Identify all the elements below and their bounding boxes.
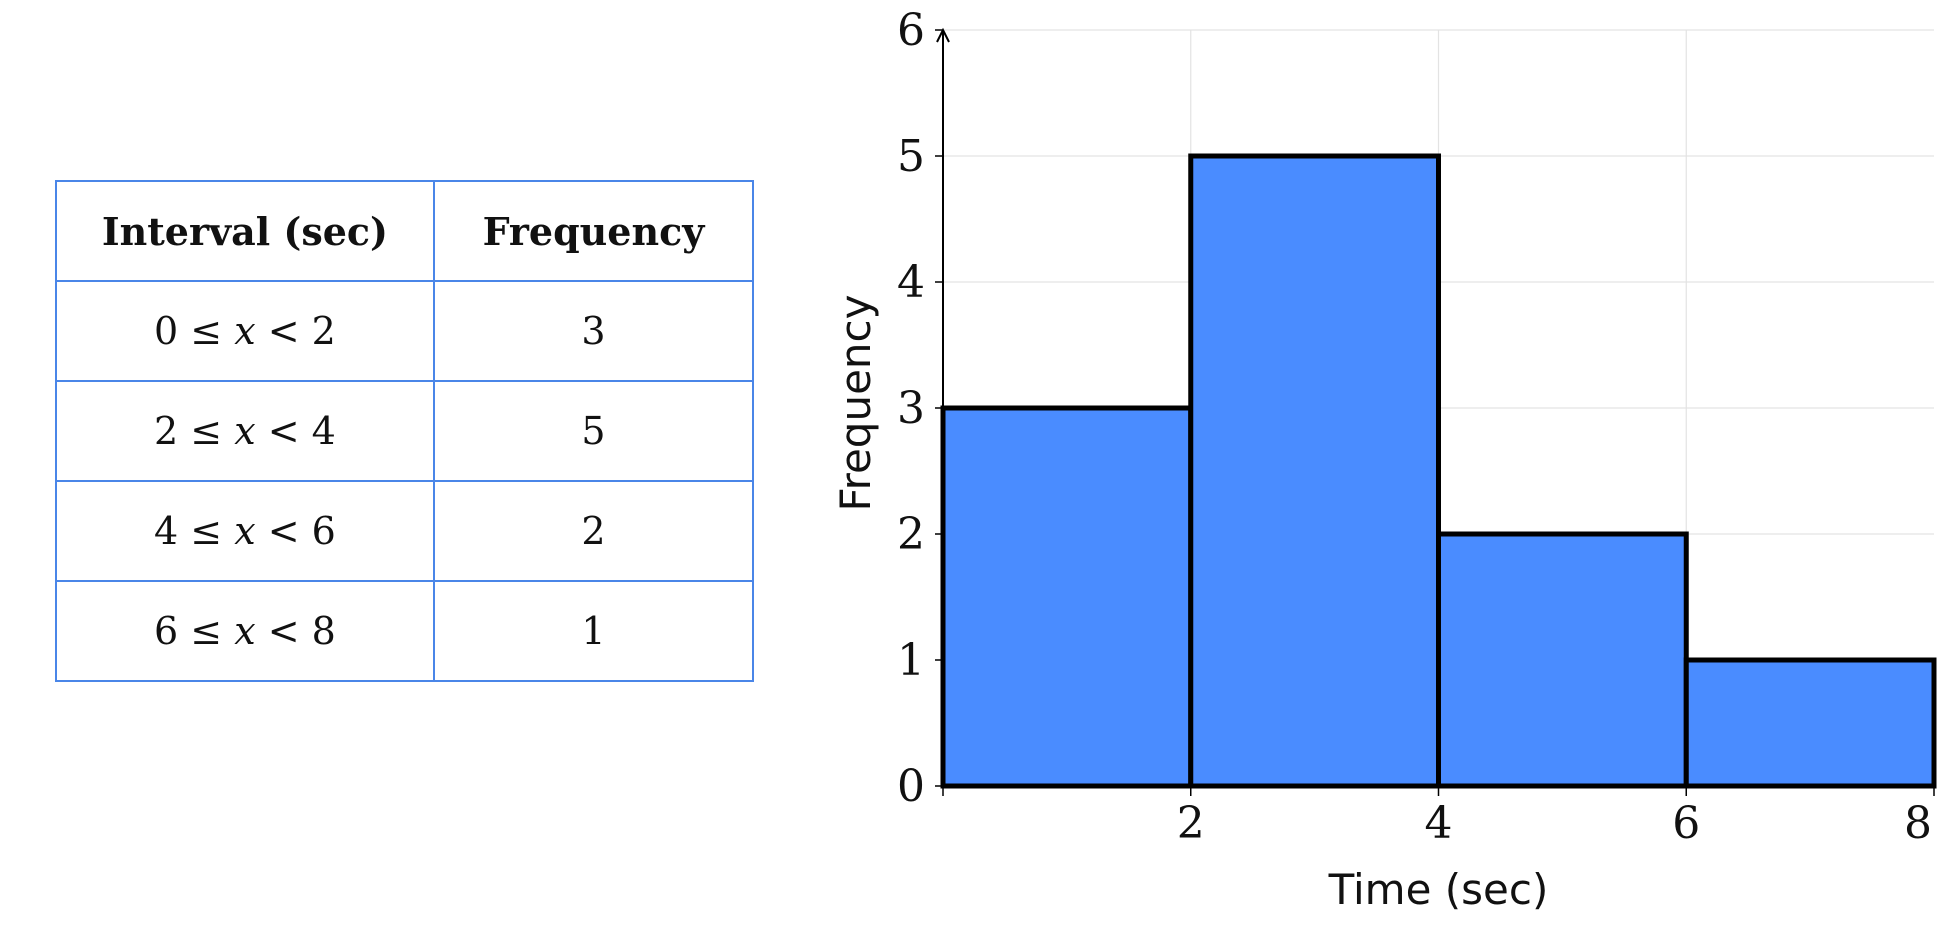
histogram-bar — [940, 405, 1194, 789]
frequency-table: Interval (sec) Frequency 0 ≤ x < 2 3 2 ≤… — [55, 180, 755, 682]
frequency-cell: 3 — [432, 280, 755, 382]
interval-cell: 0 ≤ x < 2 — [55, 280, 435, 382]
table-row: 0 ≤ x < 2 3 — [55, 280, 755, 382]
interval-upper: 8 — [311, 609, 336, 653]
x-tick-label: 4 — [1425, 798, 1453, 849]
y-tick-label: 0 — [897, 761, 925, 812]
y-tick-label: 1 — [897, 635, 925, 686]
y-tick-label: 2 — [897, 509, 925, 560]
frequency-cell: 1 — [432, 580, 755, 682]
interval-cell: 4 ≤ x < 6 — [55, 480, 435, 582]
interval-lower: 6 — [154, 609, 179, 653]
frequency-cell: 2 — [432, 480, 755, 582]
x-axis-title: Time (sec) — [1328, 865, 1549, 914]
interval-cell: 2 ≤ x < 4 — [55, 380, 435, 482]
interval-upper: 6 — [311, 509, 336, 553]
interval-upper: 2 — [311, 309, 336, 353]
table-row: 6 ≤ x < 8 1 — [55, 580, 755, 682]
header-interval: Interval (sec) — [55, 180, 435, 282]
frequency-cell: 5 — [432, 380, 755, 482]
interval-upper: 4 — [311, 409, 336, 453]
x-tick-label: 6 — [1672, 798, 1700, 849]
histogram-bar — [1683, 657, 1937, 789]
table-header-row: Interval (sec) Frequency — [55, 180, 755, 282]
interval-lower: 2 — [154, 409, 179, 453]
table-row: 2 ≤ x < 4 5 — [55, 380, 755, 482]
y-tick-label: 6 — [897, 5, 925, 56]
interval-lower: 4 — [154, 509, 179, 553]
y-tick-label: 4 — [897, 257, 925, 308]
y-axis-title: Frequency — [831, 295, 880, 512]
histogram-bars — [940, 153, 1937, 789]
histogram-bar — [1188, 153, 1441, 789]
x-tick-label: 8 — [1904, 798, 1932, 849]
header-frequency: Frequency — [432, 180, 755, 282]
interval-cell: 6 ≤ x < 8 — [55, 580, 435, 682]
y-tick-label: 5 — [897, 131, 925, 182]
table-row: 4 ≤ x < 6 2 — [55, 480, 755, 582]
interval-lower: 0 — [154, 309, 179, 353]
histogram-bar — [1436, 531, 1689, 789]
tick-labels: 0 1 2 3 4 5 6 2 4 6 8 — [897, 5, 1935, 849]
x-tick-label: 2 — [1177, 798, 1205, 849]
y-tick-label: 3 — [897, 383, 925, 434]
